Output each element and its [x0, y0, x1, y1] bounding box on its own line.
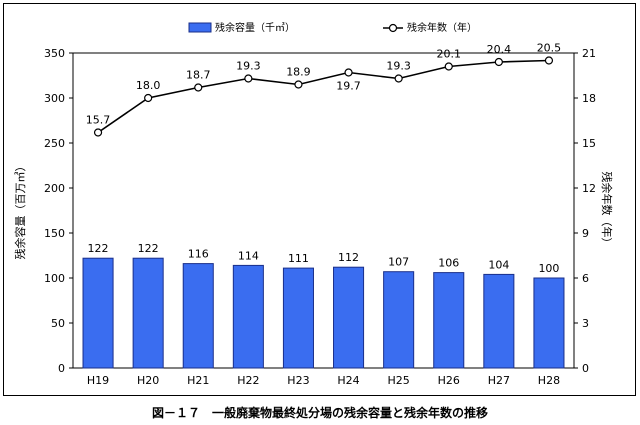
bar: [533, 277, 565, 369]
bar: [232, 264, 264, 369]
x-tick-label: H28: [538, 374, 560, 387]
x-tick-label: H27: [488, 374, 510, 387]
line-value-label: 19.7: [336, 80, 361, 93]
x-tick-label: H25: [388, 374, 410, 387]
line-value-label: 19.3: [386, 60, 411, 73]
bar: [383, 271, 415, 369]
bar-value-label: 122: [138, 242, 159, 255]
figure-caption: 図－１７ 一般廃棄物最終処分場の残余容量と残余年数の推移: [151, 406, 488, 420]
line-point: [494, 57, 503, 67]
y-right-tick-label: 6: [582, 272, 589, 285]
bar-value-label: 112: [338, 251, 359, 264]
bar: [433, 272, 465, 369]
x-tick-label: H26: [438, 374, 460, 387]
y-left-tick-label: 200: [44, 182, 65, 195]
bar: [82, 257, 114, 369]
y-left-tick-label: 300: [44, 92, 65, 105]
y-right-tick-label: 18: [582, 92, 596, 105]
line-point: [93, 128, 103, 137]
y-right-tick-label: 9: [582, 227, 589, 240]
line-point: [144, 93, 153, 103]
y-left-tick-label: 100: [44, 272, 65, 285]
bar: [333, 266, 365, 369]
y-right-tick-label: 3: [582, 317, 589, 330]
line-value-label: 18.0: [136, 79, 161, 92]
plot-frame: [72, 52, 575, 369]
bar-value-label: 116: [188, 248, 209, 261]
bar-value-label: 104: [488, 258, 509, 271]
line-point: [444, 62, 453, 71]
line-value-label: 20.5: [537, 42, 562, 55]
bar: [182, 263, 214, 369]
line-value-label: 20.4: [487, 43, 512, 56]
line-point: [544, 56, 554, 65]
x-tick-label: H19: [87, 374, 109, 387]
bar-value-label: 107: [388, 256, 409, 269]
bar-value-label: 106: [438, 257, 459, 270]
x-tick-label: H22: [237, 374, 259, 387]
bar: [282, 267, 314, 369]
line-point: [244, 74, 253, 83]
y-axis-left-title: 残余容量（百万㎥）: [13, 161, 27, 260]
legend-bar-label: 残余容量（千㎥）: [215, 21, 295, 34]
bar-value-label: 100: [538, 262, 559, 275]
x-tick-label: H20: [137, 374, 159, 387]
x-tick-label: H21: [187, 374, 209, 387]
legend-line-label: 残余年数（年）: [407, 21, 477, 34]
y-left-tick-label: 350: [44, 47, 65, 60]
y-right-tick-label: 0: [582, 362, 589, 375]
line-point: [344, 68, 353, 77]
line-point: [394, 74, 403, 83]
y-axis-right-title: 残余年数（年）: [600, 172, 614, 249]
series-line: [97, 59, 549, 134]
y-left-tick-label: 250: [44, 137, 65, 150]
plot-area: 0 50 100 150 200 250 300 350 0 3 6 9 12 15 18 21 122 122 1…: [44, 42, 596, 388]
y-left-tick-label: 50: [51, 317, 65, 330]
y-left-tick-label: 150: [44, 227, 65, 240]
x-tick-label: H24: [337, 374, 359, 387]
line-point: [294, 80, 303, 89]
bar-value-label: 114: [238, 249, 259, 262]
line-value-label: 19.3: [236, 60, 261, 73]
bar-value-label: 111: [288, 252, 309, 265]
y-right-tick-label: 12: [582, 182, 596, 195]
x-tick-label: H23: [287, 374, 309, 387]
line-value-label: 18.7: [186, 69, 211, 82]
y-right-tick-label: 15: [582, 137, 596, 150]
line-value-label: 18.9: [286, 66, 311, 79]
chart: 残余容量（千㎥） 残余年数（年） 残余容量（百万㎥） 残余年数（年） 0 50 10…: [13, 21, 614, 388]
y-right-tick-label: 21: [582, 47, 596, 60]
legend: 残余容量（千㎥） 残余年数（年）: [188, 21, 477, 34]
chart-frame: [3, 3, 636, 396]
legend-line-marker: [388, 23, 398, 33]
line-value-label: 20.1: [437, 48, 462, 61]
bar-value-label: 122: [88, 242, 109, 255]
line-point: [194, 83, 203, 92]
y-left-tick-label: 0: [58, 362, 65, 375]
bar: [132, 257, 164, 369]
line-value-label: 15.7: [86, 114, 111, 127]
bar: [483, 273, 515, 369]
legend-bar-swatch: [188, 22, 212, 33]
